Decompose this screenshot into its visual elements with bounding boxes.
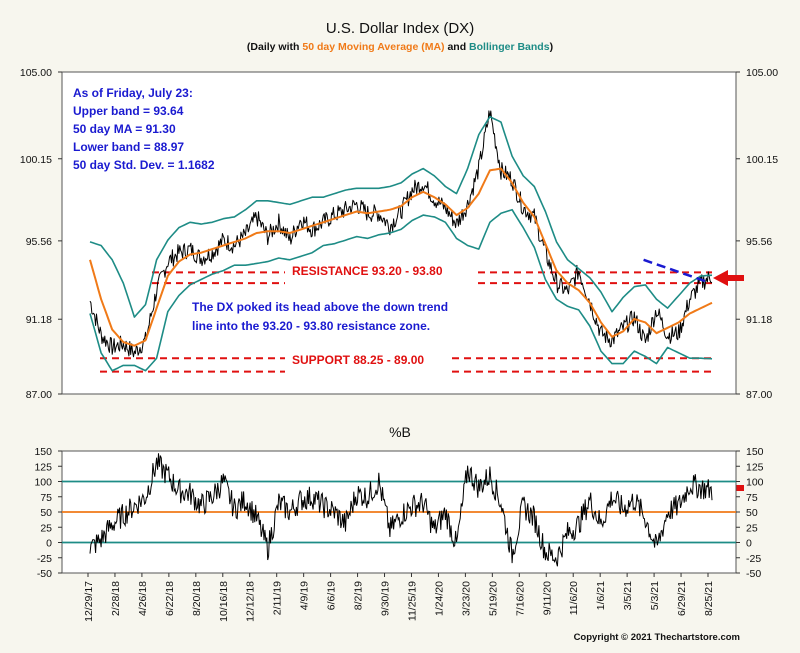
x-tick-label: 7/16/20 xyxy=(514,581,526,616)
pctb-y-tick-left: 0 xyxy=(46,538,52,550)
x-tick-label: 8/25/21 xyxy=(703,581,715,616)
x-tick-label: 8/2/19 xyxy=(353,581,365,610)
pctb-y-tick-right: 100 xyxy=(746,477,764,489)
y-tick-label-left: 91.18 xyxy=(26,314,52,326)
x-tick-label: 6/29/21 xyxy=(676,581,688,616)
resistance-label-bg xyxy=(288,262,458,279)
x-tick-label: 1/6/21 xyxy=(595,581,607,610)
x-tick-label: 8/20/18 xyxy=(191,581,203,616)
pctb-y-tick-right: 0 xyxy=(746,538,752,550)
pctb-line xyxy=(89,453,713,567)
y-tick-label-right: 100.15 xyxy=(746,154,778,166)
x-tick-label: 2/11/19 xyxy=(272,581,284,615)
pctb-y-tick-left: -25 xyxy=(37,553,52,565)
price-line xyxy=(89,110,713,358)
y-tick-label-right: 95.56 xyxy=(746,236,772,248)
resistance-label: RESISTANCE 93.20 - 93.80 xyxy=(292,264,443,278)
lower-band-line xyxy=(89,208,713,372)
x-tick-label: 3/5/21 xyxy=(622,581,634,610)
pctb-y-tick-left: 50 xyxy=(40,507,52,519)
pctb-y-tick-right: 25 xyxy=(746,522,758,534)
info-line: 50 day MA = 91.30 xyxy=(73,122,176,136)
y-tick-label-left: 87.00 xyxy=(26,389,52,401)
y-tick-label-left: 105.00 xyxy=(20,67,52,79)
pctb-y-tick-right: -50 xyxy=(746,568,761,580)
x-tick-label: 5/19/20 xyxy=(487,581,499,616)
x-tick-label: 11/6/20 xyxy=(568,581,580,615)
subtitle-bb: Bollinger Bands xyxy=(469,41,550,53)
pctb-y-tick-right: -25 xyxy=(746,553,761,565)
x-tick-label: 11/25/19 xyxy=(406,581,418,621)
y-tick-label-right: 87.00 xyxy=(746,389,772,401)
x-axis: 12/29/17 2/28/18 4/26/18 6/22/18 8/20/18 10/1… xyxy=(83,573,715,622)
arrow-icon xyxy=(713,270,744,286)
x-tick-label: 5/3/21 xyxy=(649,581,661,610)
x-tick-label: 10/16/18 xyxy=(218,581,230,622)
x-tick-label: 4/9/19 xyxy=(299,581,311,610)
pctb-title: %B xyxy=(389,424,411,440)
main-plot-area xyxy=(61,71,737,395)
copyright: Copyright © 2021 Thechartstore.com xyxy=(574,632,740,643)
x-tick-label: 6/6/19 xyxy=(326,581,338,610)
subtitle-mid: and xyxy=(445,41,470,53)
pctb-y-tick-left: -50 xyxy=(37,568,52,580)
ma-line xyxy=(89,167,713,347)
pctb-series xyxy=(89,453,713,567)
info-box: As of Friday, July 23: Upper band = 93.6… xyxy=(73,86,215,172)
x-tick-label: 4/26/18 xyxy=(137,581,149,616)
y-tick-label-right: 105.00 xyxy=(746,67,778,79)
support-label: SUPPORT 88.25 - 89.00 xyxy=(292,353,424,367)
pctb-y-tick-left: 100 xyxy=(34,477,52,489)
comment-line-1: The DX poked its head above the down tre… xyxy=(192,300,448,314)
support-label-bg xyxy=(288,351,450,368)
chart-title: U.S. Dollar Index (DX) xyxy=(326,20,474,37)
main-series xyxy=(89,110,713,372)
pctb-y-tick-left: 125 xyxy=(34,461,52,473)
subtitle-prefix: (Daily with xyxy=(247,41,302,53)
comment-line-2: line into the 93.20 - 93.80 resistance z… xyxy=(192,319,430,333)
pctb-y-tick-right: 75 xyxy=(746,492,758,504)
chart-subtitle: (Daily with 50 day Moving Average (MA) a… xyxy=(247,41,553,53)
pctb-y-tick-left: 75 xyxy=(40,492,52,504)
info-line: 50 day Std. Dev. = 1.1682 xyxy=(73,158,215,172)
y-tick-label-right: 91.18 xyxy=(746,314,772,326)
x-tick-label: 9/11/20 xyxy=(541,581,553,615)
info-line: Lower band = 88.97 xyxy=(73,140,184,154)
upper-band-line xyxy=(89,115,713,318)
pctb-y-tick-left: 150 xyxy=(34,446,52,458)
info-line: As of Friday, July 23: xyxy=(73,86,193,100)
x-tick-label: 12/12/18 xyxy=(245,581,257,622)
x-tick-label: 12/29/17 xyxy=(83,581,95,622)
x-tick-label: 9/30/19 xyxy=(380,581,392,616)
x-tick-label: 3/23/20 xyxy=(460,581,472,616)
pctb-y-tick-right: 150 xyxy=(746,446,764,458)
x-tick-label: 1/24/20 xyxy=(433,581,445,616)
subtitle-suffix: ) xyxy=(550,41,554,53)
y-tick-label-left: 100.15 xyxy=(20,154,52,166)
x-tick-label: 6/22/18 xyxy=(164,581,176,616)
pctb-y-tick-right: 125 xyxy=(746,461,764,473)
subtitle-ma: 50 day Moving Average (MA) xyxy=(302,41,444,53)
pctb-y-axis: 150 150 125 125 100 100 75 75 50 50 25 25 0 0 -25 -25 -5… xyxy=(34,446,763,580)
main-y-axis: 105.00 105.00 100.15 100.15 95.56 95.56 91.18 9… xyxy=(20,67,778,401)
y-tick-label-left: 95.56 xyxy=(26,236,52,248)
pctb-y-tick-right: 50 xyxy=(746,507,758,519)
x-tick-label: 2/28/18 xyxy=(110,581,122,616)
trend-line xyxy=(643,258,707,283)
pctb-y-tick-left: 25 xyxy=(40,522,52,534)
info-line: Upper band = 93.64 xyxy=(73,104,184,118)
